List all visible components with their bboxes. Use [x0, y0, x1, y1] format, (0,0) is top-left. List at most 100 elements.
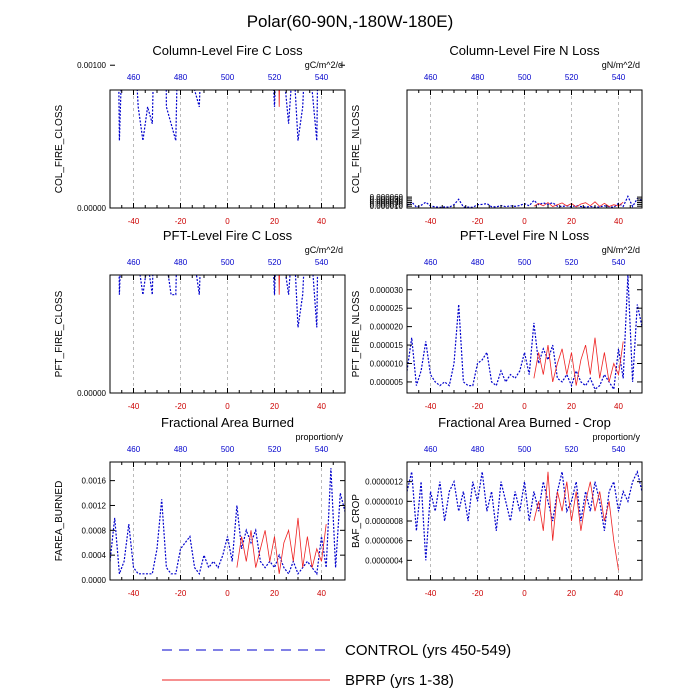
x-tick-label-top: 500 — [518, 445, 532, 454]
units-label: proportion/y — [295, 432, 343, 442]
x-tick-label-top: 500 — [221, 258, 235, 267]
x-tick-label-bottom: 0 — [522, 402, 527, 411]
x-tick-label-top: 520 — [268, 258, 282, 267]
units-label: gN/m^2/d — [602, 245, 640, 255]
x-tick-label-bottom: -40 — [425, 589, 437, 598]
x-tick-label-top: 460 — [127, 258, 141, 267]
x-tick-label-top: 500 — [221, 445, 235, 454]
x-tick-label-bottom: -20 — [472, 402, 484, 411]
legend-control-label: CONTROL (yrs 450-549) — [345, 642, 511, 659]
x-tick-label-top: 540 — [315, 258, 329, 267]
x-tick-label-top: 480 — [471, 445, 485, 454]
plot-frame — [406, 274, 643, 394]
y-tick-label: 0.000025 — [370, 304, 404, 313]
y-tick-label: 0.000050 — [370, 195, 404, 204]
panel-title: Column-Level Fire C Loss — [152, 43, 303, 58]
x-tick-label-bottom: -20 — [472, 217, 484, 226]
x-tick-label-top: 460 — [424, 445, 438, 454]
units-label: gC/m^2/d — [305, 245, 343, 255]
y-axis-label: BAF_CROP — [351, 494, 362, 548]
x-tick-label-top: 460 — [127, 445, 141, 454]
x-tick-label-bottom: 0 — [522, 217, 527, 226]
x-tick-label-bottom: 20 — [270, 217, 279, 226]
x-tick-label-top: 480 — [174, 258, 188, 267]
y-tick-label: 0.00000 — [77, 204, 106, 213]
units-label: proportion/y — [592, 432, 640, 442]
x-tick-label-top: 520 — [565, 258, 579, 267]
x-tick-label-top: 460 — [424, 258, 438, 267]
bprp-series-line — [533, 471, 619, 571]
units-label: gC/m^2/d — [305, 60, 343, 70]
x-tick-label-top: 480 — [174, 445, 188, 454]
x-tick-label-bottom: -40 — [425, 402, 437, 411]
y-tick-label: 0.000030 — [370, 286, 404, 295]
y-tick-label: 0.000060 — [370, 193, 404, 202]
x-tick-label-bottom: -20 — [175, 217, 187, 226]
x-tick-label-bottom: 20 — [270, 589, 279, 598]
control-series-line — [110, 468, 345, 576]
x-tick-label-bottom: 20 — [567, 402, 576, 411]
x-tick-label-top: 460 — [127, 73, 141, 82]
y-tick-label: 0.0000004 — [365, 556, 403, 565]
x-tick-label-bottom: -40 — [128, 217, 140, 226]
x-tick-label-top: 540 — [612, 445, 626, 454]
panel-title: PFT-Level Fire C Loss — [163, 228, 293, 243]
y-tick-label: 0.000030 — [370, 199, 404, 208]
x-tick-label-bottom: -40 — [425, 217, 437, 226]
y-tick-label: 0.0008 — [82, 526, 107, 535]
y-axis-label: COL_FIRE_CLOSS — [54, 104, 65, 193]
plot-frame — [109, 89, 346, 209]
x-tick-label-top: 500 — [221, 73, 235, 82]
figure-title: Polar(60-90N,-180W-180E) — [247, 12, 454, 31]
x-tick-label-top: 520 — [268, 445, 282, 454]
x-tick-label-top: 480 — [471, 258, 485, 267]
control-series-line — [118, 90, 319, 141]
x-tick-label-bottom: 0 — [225, 589, 230, 598]
y-tick-label: 0.000010 — [370, 360, 404, 369]
y-tick-label: 0.0016 — [82, 477, 107, 486]
x-tick-label-bottom: 40 — [614, 402, 623, 411]
x-tick-label-top: 480 — [174, 73, 188, 82]
x-tick-label-bottom: 20 — [567, 589, 576, 598]
x-tick-label-top: 520 — [565, 445, 579, 454]
y-tick-label: 0.0000006 — [365, 537, 403, 546]
panel-3: PFT-Level Fire C Loss gC/m^2/d PFT_FIRE_CL… — [54, 61, 346, 411]
x-tick-label-top: 460 — [424, 73, 438, 82]
y-tick-label: 0.000010 — [370, 202, 404, 211]
y-tick-label: 0.000040 — [370, 197, 404, 206]
x-tick-label-top: 540 — [315, 73, 329, 82]
x-tick-label-top: 540 — [612, 73, 626, 82]
x-tick-label-bottom: 40 — [317, 217, 326, 226]
y-tick-label: 0.00000 — [77, 389, 106, 398]
plot-frame — [109, 461, 346, 581]
y-axis-label: COL_FIRE_NLOSS — [351, 104, 362, 193]
x-tick-label-bottom: -40 — [128, 589, 140, 598]
y-axis-label: PFT_FIRE_NLOSS — [351, 290, 362, 377]
chart-panels: Column-Level Fire C LossgC/m^2/dCOL_FIRE… — [54, 43, 643, 598]
x-tick-label-top: 540 — [315, 445, 329, 454]
x-tick-label-top: 480 — [471, 73, 485, 82]
y-tick-label: 0.000020 — [370, 200, 404, 209]
y-tick-label: 0.0004 — [82, 551, 107, 560]
y-tick-label: 0.000005 — [370, 378, 404, 387]
x-tick-label-top: 520 — [268, 73, 282, 82]
legend: CONTROL (yrs 450-549) BPRP (yrs 1-38) — [162, 642, 511, 689]
y-tick-label: 0.0000010 — [365, 497, 403, 506]
panel-title: Column-Level Fire N Loss — [449, 43, 600, 58]
x-tick-label-bottom: 0 — [225, 402, 230, 411]
panel-title: Fractional Area Burned — [161, 415, 294, 430]
bprp-series-line — [533, 337, 624, 386]
x-tick-label-bottom: -20 — [175, 589, 187, 598]
bprp-series-line — [533, 201, 624, 208]
x-tick-label-top: 500 — [518, 258, 532, 267]
units-label: gN/m^2/d — [602, 60, 640, 70]
x-tick-label-top: 520 — [565, 73, 579, 82]
x-tick-label-top: 500 — [518, 73, 532, 82]
panel-6: Fractional Area Burned - Crop proportion/… — [351, 415, 643, 598]
y-axis-label: FAREA_BURNED — [54, 481, 65, 562]
x-tick-label-top: 540 — [612, 258, 626, 267]
y-tick-label: 0.0000012 — [365, 478, 403, 487]
y-tick-label: 0.0012 — [82, 501, 107, 510]
